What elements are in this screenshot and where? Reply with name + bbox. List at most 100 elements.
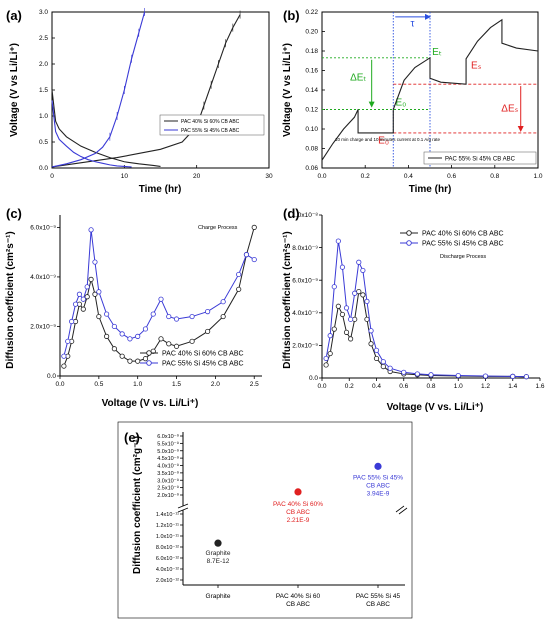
panel-c-series-1-point [135, 358, 141, 364]
panel-c-series-1-point [189, 338, 195, 344]
panel-a-series-1-discharge-line [51, 89, 161, 167]
panel-c-ytick-label: 2.0x10⁻⁹ [30, 324, 56, 331]
panel-c-series-2-point [135, 333, 141, 339]
panel-d-ytick-label: 6.0x10⁻⁹ [292, 277, 318, 284]
panel-e-point-label: PAC 40% Si 60% CB ABC 2.21E-9 [273, 501, 323, 524]
panel-a-xtick-label: 20 [193, 173, 201, 180]
panel-c-series-1-point [88, 276, 94, 282]
panel-a-ytick-label: 1.0 [39, 113, 48, 120]
panel-b-tau-label: τ [411, 19, 415, 30]
panel-c-legend-entry-2: PAC 55% Si 45% CB ABC [162, 361, 244, 368]
panel-d-series-2-point [339, 264, 346, 270]
panel-e-ytick-label: 3.0x10⁻⁹ [157, 477, 179, 484]
panel-a-xtick-label: 30 [265, 173, 273, 180]
panel-c-series-2-point [61, 353, 67, 359]
panel-d-series-1-point [335, 303, 341, 309]
panel-c-legend-entry-1: PAC 40% Si 60% CB ABC [162, 351, 244, 358]
panel-a-ytick-label: 0.0 [39, 165, 48, 172]
panel-c-series-1-point [173, 343, 180, 349]
panel-d: (d) 0.0 2.0x10⁻⁹ 4.0x10⁻⁹ 6.0x10⁻⁹ 8.0x10⁻⁹ 1… [282, 206, 545, 413]
panel-e-ytick-label: 2.5x10⁻⁹ [157, 485, 179, 492]
panel-d-series-2-point [510, 373, 516, 379]
panel-d-series-2-point [335, 238, 341, 244]
panel-d-title: Discharge Process [440, 254, 486, 260]
panel-d-series-2-point [323, 355, 329, 362]
panel-b-x-ticks: 0.0 0.2 0.4 0.6 0.8 1.0 [317, 165, 543, 180]
panel-a-ytick-label: 1.5 [39, 87, 48, 94]
panel-e-point [214, 539, 222, 547]
panel-b-delta-et-label: ΔEₜ [350, 72, 366, 83]
panel-d-series-2-point [352, 290, 358, 296]
panel-d-series-1-point [343, 329, 350, 335]
panel-c-series-2-point [76, 291, 83, 297]
panel-c-series-2-point [158, 296, 164, 302]
panel-b-e0-red-label: E₀ [378, 136, 389, 147]
panel-a-series-1-charge-line [51, 14, 241, 168]
panel-c-series-2-point [173, 316, 180, 322]
panel-c-xtick-label: 0.0 [55, 381, 64, 388]
panel-c-series-2-point [189, 313, 195, 320]
panel-a-ytick-label: 2.0 [39, 61, 48, 68]
panel-d-xtick-label: 0.0 [317, 383, 326, 390]
panel-d-series-1-point [323, 362, 329, 368]
panel-d-xtick-label: 1.6 [535, 383, 544, 390]
panel-c-series-2-point [166, 313, 172, 320]
panel-b-xtick-label: 0.4 [404, 173, 413, 180]
panel-d-series-1-point [380, 363, 386, 370]
panel-c: (c) 0.0 2.0x10⁻⁹ 4.0x10⁻⁹ 6.0x10⁻⁹ 0.0 0.5 1.… [5, 206, 262, 409]
panel-e-xtick-label: PAC 40% Si 60 [276, 593, 321, 600]
panel-c-series-2-point [80, 296, 86, 302]
panel-d-series-2-point [331, 284, 337, 290]
panel-c-series-2-point [88, 227, 94, 233]
panel-a-xtick-label: 0 [50, 173, 54, 180]
panel-b-delta-es-label: ΔEₛ [501, 103, 518, 114]
panel-b-xtick-label: 0.8 [490, 173, 499, 180]
panel-d-series-1-point [348, 336, 354, 342]
panel-d-label: (d) [283, 206, 300, 221]
panel-b-e0-label: E₀ [395, 98, 406, 109]
panel-d-legend: PAC 40% Si 60% CB ABC PAC 55% Si 45% CB … [400, 230, 504, 248]
panel-e-y-ticks: 2.0x10⁻⁹2.5x10⁻⁹3.0x10⁻⁹3.5x10⁻⁹4.0x10⁻⁹… [156, 433, 183, 584]
panel-a-series-2-charge-line [51, 11, 146, 168]
panel-d-series-2-point [327, 333, 333, 339]
panel-e-axis-break [177, 503, 408, 515]
panel-b-ytick-label: 0.22 [305, 9, 318, 16]
panel-b-ytick-label: 0.14 [305, 87, 318, 94]
panel-c-series-1-point [158, 336, 164, 342]
panel-d-series-2-point [356, 259, 362, 265]
panel-e-ytick-label: 3.5x10⁻⁹ [157, 470, 179, 477]
panel-e-ytick-label: 1.0x10⁻¹¹ [156, 534, 179, 540]
panel-b-es-label: Eₛ [471, 61, 482, 72]
panel-e-ytick-label: 1.2x10⁻¹¹ [156, 523, 179, 529]
panel-a-series [51, 8, 241, 168]
panel-e-ytick-label: 2.0x10⁻⁹ [157, 492, 179, 499]
panel-b-ytick-label: 0.06 [305, 165, 318, 172]
panel-d-series-2-point [364, 298, 370, 304]
panel-d-ytick-label: 8.0x10⁻⁹ [292, 245, 318, 252]
panel-b-legend-entry: PAC 55% Si 45% CB ABC [445, 157, 516, 163]
panel-b-ytick-label: 0.20 [305, 29, 318, 36]
panel-d-ytick-label: 0.0 [309, 375, 318, 382]
panel-d-xtick-label: 0.8 [426, 383, 435, 390]
panel-c-series-2-point [205, 308, 211, 315]
panel-b-ylabel: Voltage (V vs Li/Li⁺) [282, 43, 293, 137]
panel-a-legend-entry-2: PAC 55% Si 45% CB ABC [181, 128, 240, 134]
panel-e-point [294, 488, 302, 496]
panel-d-series-2-point [348, 316, 354, 322]
panel-a-label: (a) [6, 8, 22, 23]
panel-d-x-ticks: 0.0 0.2 0.4 0.6 0.8 1.0 1.2 1.4 1.6 [317, 378, 545, 390]
panel-b-xtick-label: 0.2 [361, 173, 370, 180]
panel-c-ytick-label: 6.0x10⁻⁹ [30, 225, 56, 232]
panel-c-series-2-point [72, 301, 79, 307]
panel-c-series-2-point [127, 336, 133, 342]
panel-c-series-2-point [119, 331, 125, 337]
panel-a-ytick-label: 3.0 [39, 9, 48, 16]
panel-d-series-2-point [373, 347, 380, 353]
panel-c-xtick-label: 1.0 [133, 381, 142, 388]
panel-c-y-ticks: 0.0 2.0x10⁻⁹ 4.0x10⁻⁹ 6.0x10⁻⁹ [30, 225, 60, 380]
panel-e-ytick-label: 4.0x10⁻⁹ [157, 463, 179, 470]
panel-e-xtick-label: Graphite [206, 593, 231, 600]
panel-d-ytick-label: 2.0x10⁻⁹ [292, 343, 318, 350]
panel-d-series-2-line [325, 241, 527, 378]
